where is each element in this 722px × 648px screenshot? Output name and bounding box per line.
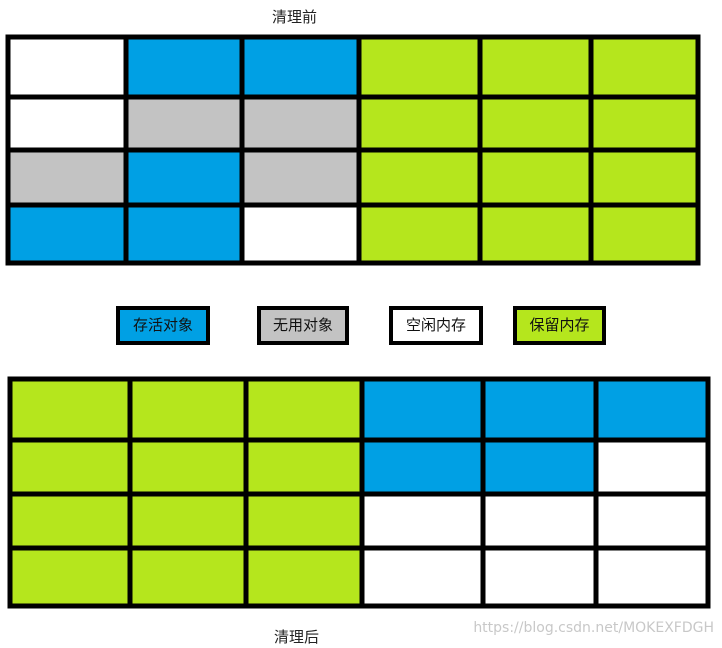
before-cell	[477, 34, 594, 100]
before-cell	[5, 94, 129, 153]
after-cell	[359, 437, 486, 497]
after-cell	[127, 376, 249, 443]
after-cell	[359, 491, 486, 551]
before-cell	[123, 202, 245, 266]
before-cell	[239, 94, 362, 153]
after-cell	[593, 545, 711, 609]
after-cell	[480, 491, 599, 551]
after-cell	[243, 437, 365, 497]
before-cell	[588, 34, 701, 100]
before-cell	[239, 34, 362, 100]
after-cell	[593, 491, 711, 551]
before-cell	[5, 202, 129, 266]
after-cell	[243, 491, 365, 551]
after-cell	[480, 437, 599, 497]
before-cell	[239, 202, 362, 266]
before-cell	[356, 34, 483, 100]
after-cell	[480, 376, 599, 443]
after-cell	[7, 376, 133, 443]
after-cell	[7, 545, 133, 609]
after-cell	[359, 545, 486, 609]
before-cell	[356, 202, 483, 266]
legend-free: 空闲内存	[389, 306, 483, 345]
after-cell	[7, 491, 133, 551]
before-title: 清理前	[272, 8, 318, 26]
legend-live: 存活对象	[116, 306, 210, 345]
before-cell	[123, 34, 245, 100]
after-cell	[7, 437, 133, 497]
after-title: 清理后	[274, 628, 320, 646]
before-cell	[356, 147, 483, 208]
before-cell	[123, 147, 245, 208]
after-cell	[127, 545, 249, 609]
after-cell	[593, 376, 711, 443]
after-cell	[243, 376, 365, 443]
before-cell	[477, 94, 594, 153]
legend-garbage: 无用对象	[257, 306, 349, 345]
before-cell	[588, 94, 701, 153]
after-cell	[243, 545, 365, 609]
before-cell	[588, 202, 701, 266]
after-cell	[593, 437, 711, 497]
after-cell	[480, 545, 599, 609]
before-cell	[356, 94, 483, 153]
before-cell	[588, 147, 701, 208]
legend-reserved: 保留内存	[513, 306, 606, 345]
after-cell	[359, 376, 486, 443]
after-cell	[127, 491, 249, 551]
before-cell	[123, 94, 245, 153]
before-cell	[5, 34, 129, 100]
before-cell	[5, 147, 129, 208]
before-cell	[477, 202, 594, 266]
before-cell	[477, 147, 594, 208]
before-cell	[239, 147, 362, 208]
after-cell	[127, 437, 249, 497]
watermark: https://blog.csdn.net/MOKEXFDGH	[473, 620, 714, 636]
